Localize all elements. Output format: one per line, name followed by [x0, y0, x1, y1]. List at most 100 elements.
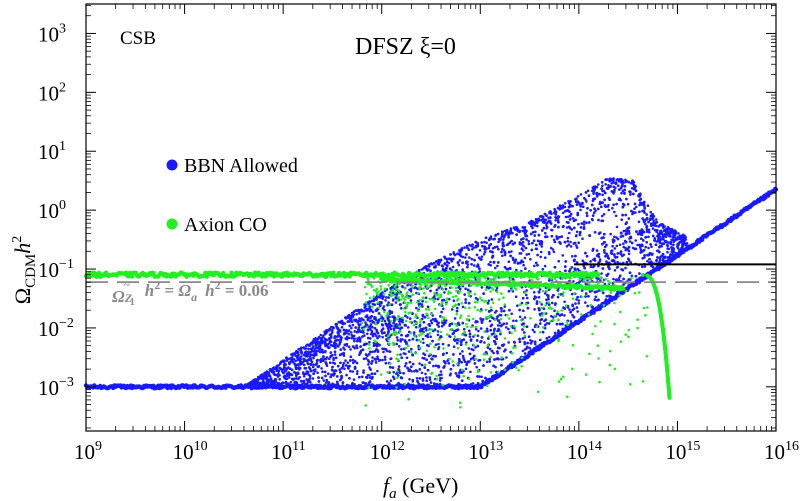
bbn-scatter-point	[434, 384, 438, 388]
bbn-scatter-point	[638, 229, 642, 233]
bbn-scatter-point	[497, 357, 500, 361]
bbn-scatter-point	[531, 241, 534, 245]
bbn-scatter-point	[373, 327, 377, 330]
bbn-scatter-point	[602, 189, 606, 193]
bbn-scatter-point	[535, 302, 539, 305]
bbn-scatter-point	[434, 343, 438, 347]
bbn-scatter-point	[479, 327, 483, 330]
bbn-scatter-point	[614, 182, 618, 185]
bbn-scatter-point	[667, 247, 671, 251]
bbn-scatter-point	[586, 189, 590, 193]
bbn-scatter-point	[373, 350, 377, 353]
bbn-scatter-point	[554, 213, 558, 216]
bbn-scatter-point	[431, 339, 434, 343]
bbn-scatter-point	[308, 374, 312, 378]
bbn-scatter-point	[353, 337, 356, 341]
bbn-scatter-point	[524, 246, 528, 250]
bbn-scatter-point	[633, 188, 637, 191]
bbn-scatter-point	[480, 286, 484, 289]
bbn-scatter-point	[478, 270, 482, 273]
bbn-scatter-point	[476, 298, 480, 301]
bbn-scatter-point	[606, 205, 610, 208]
bbn-scatter-point	[480, 375, 483, 379]
bbn-scatter-point	[389, 379, 393, 383]
bbn-scatter-point	[677, 249, 681, 253]
bbn-scatter-point	[399, 338, 403, 341]
bbn-scatter-point	[625, 261, 629, 264]
bbn-scatter-point	[623, 185, 627, 188]
bbn-scatter-point	[588, 234, 591, 237]
bbn-scatter-point	[533, 308, 536, 311]
bbn-scatter-point	[398, 345, 401, 348]
bbn-scatter-point	[267, 374, 271, 377]
bbn-scatter-point	[577, 299, 581, 302]
bbn-scatter-point	[553, 265, 557, 269]
bbn-scatter-point	[628, 190, 631, 193]
bbn-scatter-point	[330, 373, 333, 377]
bbn-scatter-point	[555, 236, 559, 239]
bbn-scatter-point	[482, 382, 486, 386]
bbn-scatter-point	[381, 331, 384, 335]
bbn-scatter-point	[434, 364, 438, 368]
bbn-scatter-point	[588, 221, 591, 224]
bbn-scatter-point	[331, 365, 334, 369]
bbn-scatter-point	[463, 246, 466, 249]
bbn-scatter-point	[428, 376, 432, 379]
bbn-scatter-point	[550, 234, 554, 238]
bbn-scatter-point	[342, 361, 346, 365]
bbn-scatter-point	[351, 315, 355, 318]
bbn-scatter-point	[466, 246, 469, 250]
bbn-scatter-point	[334, 335, 338, 339]
bbn-scatter-point	[508, 241, 512, 244]
bbn-scatter-point	[483, 341, 486, 344]
bbn-scatter-point	[663, 232, 667, 236]
bbn-scatter-point	[525, 345, 529, 349]
bbn-scatter-point	[334, 356, 338, 360]
bbn-scatter-point	[454, 372, 458, 375]
bbn-scatter-point	[568, 268, 572, 271]
bbn-scatter-point	[533, 330, 536, 334]
bbn-scatter-point	[534, 230, 537, 234]
data-points	[83, 177, 779, 409]
bbn-scatter-point	[610, 190, 614, 193]
bbn-scatter-point	[358, 311, 361, 315]
bbn-scatter-point	[440, 324, 444, 328]
bbn-scatter-point	[528, 346, 531, 350]
bbn-scatter-point	[392, 375, 395, 379]
bbn-scatter-point	[580, 289, 584, 292]
bbn-scatter-point	[624, 266, 627, 270]
bbn-scatter-point	[425, 379, 429, 383]
bbn-scatter-point	[561, 211, 565, 215]
bbn-scatter-point	[597, 255, 601, 259]
bbn-scatter-point	[558, 204, 562, 207]
bbn-scatter-point	[630, 274, 634, 278]
bbn-scatter-point	[622, 229, 626, 233]
bbn-scatter-point	[331, 344, 334, 348]
bbn-scatter-point	[666, 250, 669, 254]
bbn-scatter-point	[532, 239, 536, 242]
bbn-scatter-point	[359, 351, 362, 355]
bbn-scatter-point	[473, 362, 477, 365]
bbn-scatter-point	[548, 279, 551, 282]
bbn-scatter-point	[613, 247, 617, 250]
bbn-scatter-point	[445, 266, 448, 270]
bbn-scatter-point	[547, 216, 550, 220]
bbn-scatter-point	[535, 219, 538, 222]
bbn-scatter-point	[442, 298, 446, 302]
bbn-scatter-point	[525, 238, 528, 241]
bbn-scatter-point	[680, 246, 684, 250]
bbn-scatter-point	[360, 317, 364, 320]
bbn-scatter-point	[376, 355, 379, 359]
bbn-scatter-point	[363, 325, 367, 328]
bbn-scatter-point	[563, 240, 567, 244]
bbn-scatter-point	[545, 298, 548, 302]
bbn-scatter-point	[535, 247, 539, 251]
bbn-scatter-point	[512, 226, 516, 229]
bbn-scatter-point	[593, 290, 597, 294]
bbn-scatter-point	[631, 210, 635, 214]
bbn-scatter-point	[576, 195, 580, 198]
bbn-scatter-point	[348, 320, 351, 323]
bbn-scatter-point	[350, 326, 353, 330]
bbn-scatter-point	[468, 243, 471, 247]
